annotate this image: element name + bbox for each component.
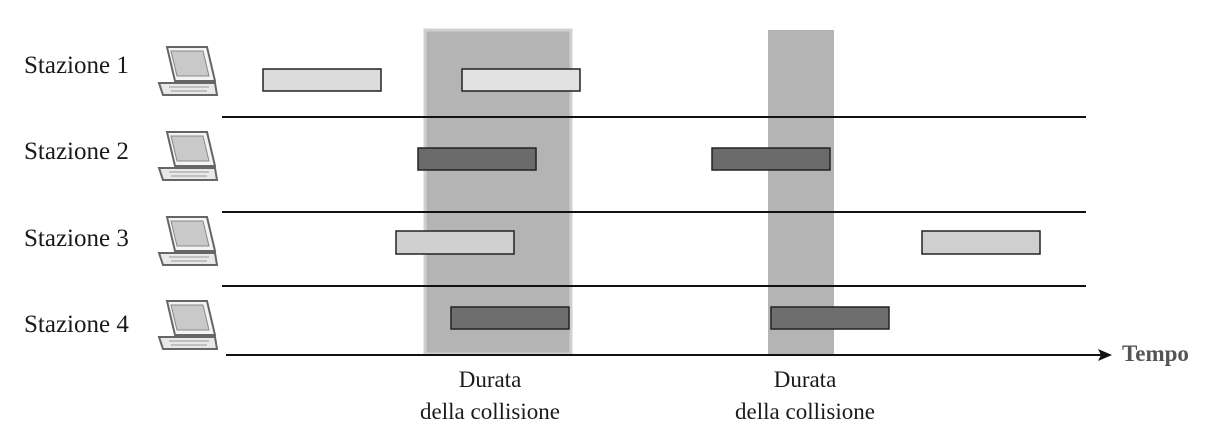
collision-caption-1-line1: Durata xyxy=(458,367,522,392)
time-axis-label: Tempo xyxy=(1122,341,1189,366)
laptop-icon xyxy=(157,131,219,181)
collision-band-2 xyxy=(768,30,834,354)
collision-caption-2-line1: Durata xyxy=(773,367,837,392)
station-label-3: Stazione 3 xyxy=(24,225,129,252)
station-label-2: Stazione 2 xyxy=(24,138,129,165)
frame-station-1-b xyxy=(461,68,581,92)
frame-station-3-b xyxy=(921,230,1041,255)
frame-station-4-a xyxy=(450,306,570,330)
station-label-1: Stazione 1 xyxy=(24,52,129,79)
collision-caption-1-line2: della collisione xyxy=(420,399,560,424)
station-label-4: Stazione 4 xyxy=(24,311,129,338)
frame-station-2-a xyxy=(417,147,537,171)
frame-station-1-a xyxy=(262,68,382,92)
frame-station-4-b xyxy=(770,306,890,330)
collision-caption-2-line2: della collisione xyxy=(735,399,875,424)
laptop-icon xyxy=(157,46,219,96)
laptop-icon xyxy=(157,216,219,266)
frame-station-3-a xyxy=(395,230,515,255)
time-axis-arrowhead xyxy=(1098,349,1112,361)
frame-station-2-b xyxy=(711,147,831,171)
laptop-icon xyxy=(157,300,219,350)
